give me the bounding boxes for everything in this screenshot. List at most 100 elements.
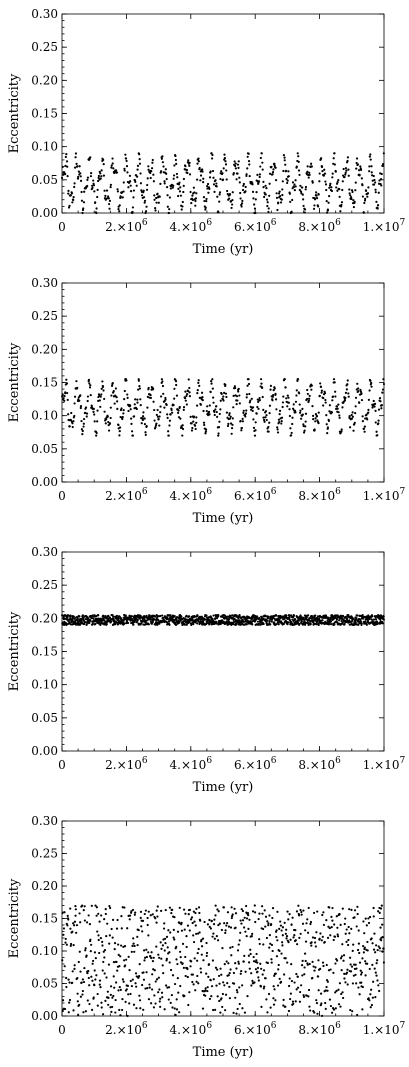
data-point <box>325 188 328 192</box>
data-point <box>302 994 305 997</box>
data-point <box>179 956 182 959</box>
data-point <box>240 922 243 925</box>
data-point <box>317 617 321 620</box>
data-point <box>182 408 185 411</box>
data-point <box>341 907 344 910</box>
data-point <box>139 1007 142 1010</box>
data-point <box>242 960 245 963</box>
data-point <box>354 189 357 192</box>
data-point <box>180 208 183 211</box>
data-point <box>270 620 273 623</box>
data-point <box>267 210 270 214</box>
data-point <box>283 156 286 159</box>
data-point <box>178 405 181 409</box>
data-point <box>212 923 216 926</box>
data-point <box>64 164 67 167</box>
data-point <box>169 968 173 972</box>
data-point <box>174 158 177 162</box>
data-point <box>313 1011 316 1014</box>
data-point <box>238 1002 241 1006</box>
data-point <box>344 932 347 935</box>
data-point <box>303 211 306 214</box>
data-point <box>128 174 132 177</box>
data-point <box>281 193 284 197</box>
data-point <box>251 183 254 186</box>
data-point <box>204 987 207 990</box>
data-point <box>258 942 261 946</box>
data-point <box>361 957 364 960</box>
data-point <box>350 927 353 930</box>
data-point <box>158 415 161 418</box>
data-point <box>233 907 236 910</box>
data-point <box>266 204 269 208</box>
data-point <box>372 980 375 983</box>
data-point <box>109 993 112 996</box>
data-point <box>172 174 176 177</box>
data-point <box>381 923 384 926</box>
data-point <box>228 972 231 975</box>
data-point <box>332 378 336 381</box>
data-point <box>99 986 102 989</box>
data-point <box>192 940 196 944</box>
data-point <box>193 920 196 923</box>
data-point <box>374 191 377 194</box>
data-point <box>274 398 278 401</box>
data-point <box>349 970 353 973</box>
data-point <box>221 947 224 950</box>
data-point <box>361 184 364 187</box>
data-point <box>232 1011 235 1014</box>
data-point <box>207 975 210 979</box>
data-point <box>252 426 256 429</box>
data-point <box>378 989 381 993</box>
data-point <box>307 906 310 910</box>
data-point <box>152 968 155 971</box>
data-point <box>329 620 333 623</box>
data-point <box>379 400 382 403</box>
data-point <box>103 189 106 192</box>
data-point <box>194 911 197 915</box>
data-point <box>227 422 230 426</box>
data-point <box>83 919 87 922</box>
data-point <box>273 387 276 390</box>
data-point <box>287 396 290 399</box>
data-point <box>71 970 74 973</box>
data-point <box>182 184 185 187</box>
data-point <box>216 995 219 998</box>
data-point <box>352 974 355 977</box>
data-point <box>232 623 235 626</box>
data-point <box>149 954 152 958</box>
data-point <box>265 936 269 940</box>
data-point <box>195 416 198 419</box>
y-tick-label: 0.15 <box>31 107 58 121</box>
data-point <box>144 987 147 990</box>
data-point <box>374 188 377 191</box>
data-point <box>261 912 264 915</box>
data-point <box>175 162 178 165</box>
data-point <box>102 960 105 964</box>
data-point <box>182 966 185 969</box>
data-point <box>63 965 66 968</box>
data-point <box>262 969 266 972</box>
data-point <box>63 911 66 914</box>
data-point <box>124 964 127 967</box>
data-point <box>316 615 320 618</box>
data-point <box>233 385 236 388</box>
data-point <box>109 186 112 189</box>
data-point <box>112 994 115 998</box>
data-point <box>306 918 309 921</box>
data-point <box>340 619 343 623</box>
data-point <box>199 174 203 177</box>
data-point <box>160 157 163 160</box>
data-point <box>343 972 346 976</box>
data-point <box>163 922 166 925</box>
data-point <box>329 934 332 937</box>
data-point <box>332 971 335 974</box>
data-point <box>382 961 385 964</box>
data-point <box>84 949 87 952</box>
data-point <box>337 1003 341 1006</box>
data-point <box>362 211 365 214</box>
data-point <box>287 170 290 173</box>
data-point <box>117 989 120 992</box>
data-point <box>292 936 295 939</box>
data-point <box>367 408 370 411</box>
